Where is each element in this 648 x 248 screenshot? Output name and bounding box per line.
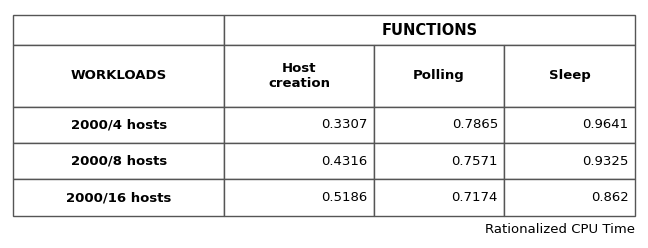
Bar	[504, 45, 635, 106]
Text: WORKLOADS: WORKLOADS	[71, 69, 167, 83]
Bar	[224, 179, 374, 216]
Text: Polling: Polling	[413, 69, 465, 83]
Text: 2000/16 hosts: 2000/16 hosts	[66, 191, 172, 204]
Bar	[13, 15, 224, 45]
Text: 2000/8 hosts: 2000/8 hosts	[71, 155, 167, 168]
Bar	[224, 106, 374, 143]
Bar	[13, 45, 224, 106]
Bar	[13, 106, 224, 143]
Text: 2000/4 hosts: 2000/4 hosts	[71, 118, 167, 131]
Bar	[13, 179, 224, 216]
Bar	[374, 143, 504, 179]
Bar	[504, 106, 635, 143]
Text: 0.7174: 0.7174	[452, 191, 498, 204]
Text: 0.7571: 0.7571	[452, 155, 498, 168]
Text: 0.862: 0.862	[591, 191, 629, 204]
Text: Sleep: Sleep	[549, 69, 590, 83]
Text: 0.9641: 0.9641	[583, 118, 629, 131]
Text: 0.7865: 0.7865	[452, 118, 498, 131]
Text: 0.5186: 0.5186	[321, 191, 367, 204]
Bar	[13, 143, 224, 179]
Text: Host
creation: Host creation	[268, 62, 330, 90]
Text: 0.3307: 0.3307	[321, 118, 367, 131]
Bar	[224, 15, 635, 45]
Bar	[224, 143, 374, 179]
Text: 0.4316: 0.4316	[321, 155, 367, 168]
Bar	[504, 179, 635, 216]
Text: FUNCTIONS: FUNCTIONS	[382, 23, 478, 38]
Bar	[374, 106, 504, 143]
Text: 0.9325: 0.9325	[582, 155, 629, 168]
Bar	[374, 45, 504, 106]
Text: Rationalized CPU Time: Rationalized CPU Time	[485, 223, 635, 236]
Bar	[224, 45, 374, 106]
Bar	[374, 179, 504, 216]
Bar	[504, 143, 635, 179]
